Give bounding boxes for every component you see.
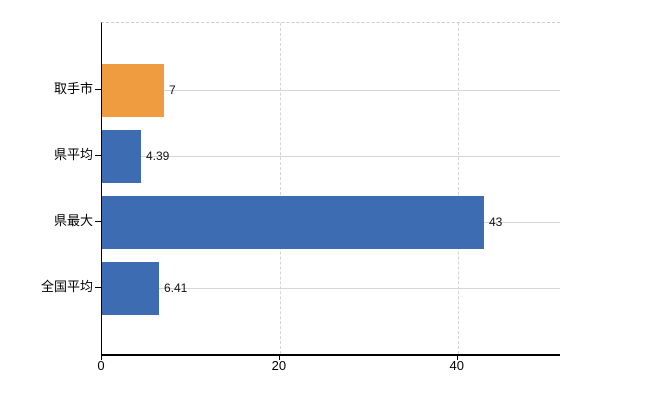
- y-axis-tick-mark: [95, 287, 101, 288]
- category-label: 全国平均: [40, 279, 93, 294]
- category-label: 県平均: [53, 147, 93, 162]
- x-axis-tick-mark: [278, 355, 280, 360]
- horizontal-gridline: [102, 156, 560, 157]
- category-label: 県最大: [53, 213, 93, 228]
- value-label: 7: [169, 83, 176, 97]
- y-axis-tick-mark: [95, 89, 101, 90]
- value-label: 6.41: [164, 281, 188, 295]
- vertical-gridline: [279, 23, 281, 354]
- bar-全国平均: [102, 261, 159, 315]
- x-axis-tick-mark: [456, 355, 458, 360]
- bar-県最大: [102, 195, 484, 249]
- bar-県平均: [102, 129, 141, 183]
- vertical-gridline: [457, 23, 459, 354]
- x-axis-tick-mark: [101, 355, 102, 360]
- y-axis-tick-mark: [95, 221, 101, 222]
- x-tick-label: 20: [271, 358, 287, 373]
- x-tick-label: 0: [97, 358, 105, 373]
- bar-取手市: [102, 63, 164, 117]
- y-axis-tick-mark: [95, 155, 101, 156]
- category-label: 取手市: [53, 81, 93, 96]
- plot-area: 7 4.39 43 6.41: [101, 22, 560, 356]
- x-tick-label: 40: [449, 358, 464, 373]
- horizontal-gridline: [102, 288, 560, 289]
- value-label: 43: [489, 215, 503, 229]
- value-label: 4.39: [146, 149, 170, 163]
- horizontal-gridline: [102, 90, 560, 91]
